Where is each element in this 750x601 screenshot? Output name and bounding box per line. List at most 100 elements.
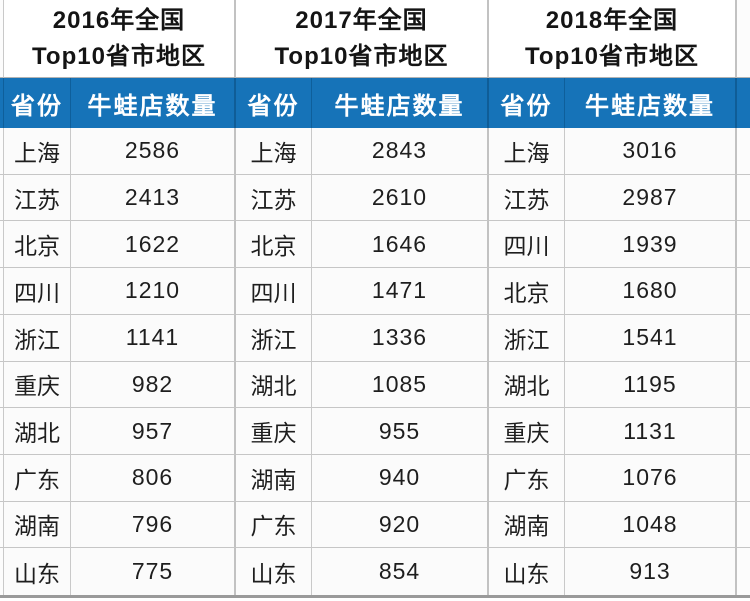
- left-margin-cell: [0, 314, 4, 362]
- province-cell: 上海: [4, 128, 71, 175]
- title-line: Top10省市地区: [274, 42, 449, 70]
- province-cell: 上海: [236, 128, 312, 175]
- count-cell: 1646: [312, 221, 489, 269]
- right-margin-cell: [737, 128, 750, 175]
- right-margin-cell: [737, 174, 750, 222]
- province-cell: 江苏: [4, 174, 71, 222]
- province-cell: 湖南: [4, 501, 71, 549]
- table-title-2016: 2016年全国 Top10省市地区: [4, 0, 236, 78]
- province-cell: 湖南: [236, 454, 312, 502]
- province-cell: 重庆: [236, 408, 312, 455]
- count-cell: 1085: [312, 361, 489, 409]
- left-margin-cell: [0, 221, 4, 269]
- left-margin-cell: [0, 128, 4, 175]
- right-margin-cell: [737, 361, 750, 409]
- province-cell: 四川: [489, 221, 565, 269]
- count-cell: 982: [71, 361, 236, 409]
- province-cell: 湖北: [4, 408, 71, 455]
- count-cell: 854: [312, 548, 489, 595]
- table-title-2018: 2018年全国 Top10省市地区: [489, 0, 737, 78]
- count-cell: 3016: [565, 128, 737, 175]
- province-cell: 四川: [4, 268, 71, 315]
- left-margin-cell: [0, 408, 4, 455]
- province-cell: 广东: [236, 501, 312, 549]
- right-margin-cell: [737, 268, 750, 315]
- header-band-right-edge: [737, 78, 750, 128]
- col-header-province: 省份: [489, 78, 565, 128]
- count-cell: 2413: [71, 174, 236, 222]
- province-cell: 山东: [236, 548, 312, 595]
- count-cell: 2987: [565, 174, 737, 222]
- count-cell: 913: [565, 548, 737, 595]
- province-cell: 重庆: [489, 408, 565, 455]
- count-cell: 1076: [565, 454, 737, 502]
- count-cell: 1336: [312, 314, 489, 362]
- count-cell: 1471: [312, 268, 489, 315]
- province-cell: 湖南: [489, 501, 565, 549]
- province-cell: 浙江: [236, 314, 312, 362]
- count-cell: 2586: [71, 128, 236, 175]
- right-margin-cell: [737, 314, 750, 362]
- province-cell: 湖北: [236, 361, 312, 409]
- right-margin-cell: [737, 501, 750, 549]
- right-margin-cell: [737, 454, 750, 502]
- col-header-count: 牛蛙店数量: [565, 78, 737, 128]
- col-header-count: 牛蛙店数量: [312, 78, 489, 128]
- count-cell: 957: [71, 408, 236, 455]
- count-cell: 806: [71, 454, 236, 502]
- col-header-province: 省份: [236, 78, 312, 128]
- left-margin-cell: [0, 501, 4, 549]
- left-margin-cell: [0, 174, 4, 222]
- province-cell: 北京: [4, 221, 71, 269]
- left-margin-cell: [0, 268, 4, 315]
- province-cell: 山东: [4, 548, 71, 595]
- province-cell: 浙江: [489, 314, 565, 362]
- province-cell: 四川: [236, 268, 312, 315]
- right-margin-cell: [737, 0, 750, 78]
- count-cell: 1210: [71, 268, 236, 315]
- province-cell: 重庆: [4, 361, 71, 409]
- count-cell: 920: [312, 501, 489, 549]
- table-title-2017: 2017年全国 Top10省市地区: [236, 0, 489, 78]
- province-cell: 浙江: [4, 314, 71, 362]
- province-cell: 湖北: [489, 361, 565, 409]
- left-margin-cell: [0, 454, 4, 502]
- count-cell: 940: [312, 454, 489, 502]
- left-margin-cell: [0, 0, 4, 78]
- col-header-count: 牛蛙店数量: [71, 78, 236, 128]
- province-cell: 江苏: [236, 174, 312, 222]
- title-line: 2017年全国: [295, 6, 428, 34]
- count-cell: 1195: [565, 361, 737, 409]
- left-margin-cell: [0, 361, 4, 409]
- count-cell: 1939: [565, 221, 737, 269]
- count-cell: 1680: [565, 268, 737, 315]
- count-cell: 1141: [71, 314, 236, 362]
- count-cell: 775: [71, 548, 236, 595]
- province-cell: 上海: [489, 128, 565, 175]
- province-cell: 广东: [4, 454, 71, 502]
- left-margin-cell: [0, 548, 4, 595]
- title-line: 2018年全国: [545, 6, 679, 34]
- title-line: Top10省市地区: [525, 42, 699, 70]
- title-line: 2016年全国: [52, 6, 186, 34]
- title-line: Top10省市地区: [32, 42, 206, 70]
- header-band-left-edge: [0, 78, 4, 128]
- province-cell: 江苏: [489, 174, 565, 222]
- count-cell: 1541: [565, 314, 737, 362]
- count-cell: 2610: [312, 174, 489, 222]
- right-margin-cell: [737, 408, 750, 455]
- col-header-province: 省份: [4, 78, 71, 128]
- count-cell: 955: [312, 408, 489, 455]
- province-cell: 北京: [489, 268, 565, 315]
- right-margin-cell: [737, 221, 750, 269]
- province-cell: 北京: [236, 221, 312, 269]
- count-cell: 1622: [71, 221, 236, 269]
- count-cell: 1048: [565, 501, 737, 549]
- right-margin-cell: [737, 548, 750, 595]
- province-cell: 广东: [489, 454, 565, 502]
- province-cell: 山东: [489, 548, 565, 595]
- count-cell: 2843: [312, 128, 489, 175]
- count-cell: 796: [71, 501, 236, 549]
